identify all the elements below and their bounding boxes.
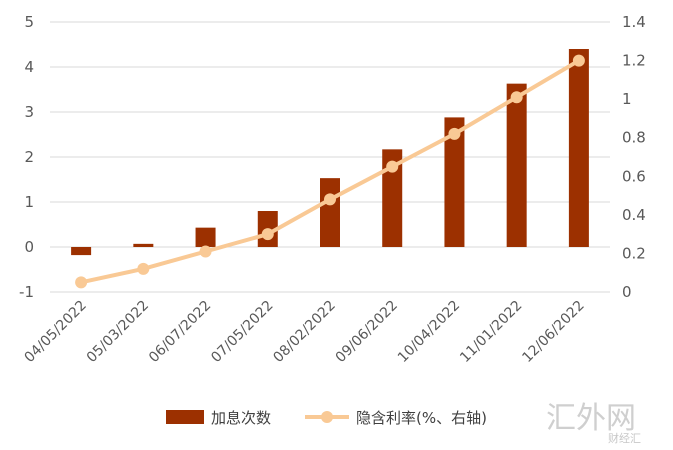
right-axis-tick-label: 0.8 xyxy=(622,129,646,147)
right-axis-tick-label: 0 xyxy=(622,283,632,301)
right-axis-tick-label: 1 xyxy=(622,90,632,108)
x-axis-tick-label: 10/04/2022 xyxy=(395,298,463,366)
line-point xyxy=(324,193,336,206)
legend-label-line: 隐含利率(%、右轴) xyxy=(356,409,487,427)
watermark-logo: 汇外网 xyxy=(546,401,636,436)
x-axis-tick-label: 09/06/2022 xyxy=(333,298,401,366)
line-point xyxy=(448,127,461,140)
right-axis-tick-label: 0.2 xyxy=(622,244,646,262)
right-axis-tick-label: 1.2 xyxy=(622,52,646,70)
line-point xyxy=(75,276,88,289)
left-axis-tick-label: 4 xyxy=(24,58,34,76)
legend-swatch-bar xyxy=(166,410,204,424)
x-axis-ticks: 04/05/202205/03/202206/07/202207/05/2022… xyxy=(22,298,588,366)
bar xyxy=(506,83,527,248)
line-point xyxy=(386,160,399,173)
x-axis-tick-label: 04/05/2022 xyxy=(22,298,90,366)
x-axis-tick-label: 07/05/2022 xyxy=(208,298,276,366)
watermark-sub: 财经汇 xyxy=(608,431,641,445)
x-axis-tick-label: 06/07/2022 xyxy=(146,298,214,366)
x-axis-tick-label: 12/06/2022 xyxy=(519,298,587,366)
bar xyxy=(133,243,154,247)
left-axis-tick-label: 5 xyxy=(24,13,34,31)
bar xyxy=(568,49,589,247)
line-point xyxy=(510,91,523,104)
bar xyxy=(195,227,216,247)
legend-label-bar: 加息次数 xyxy=(211,409,271,427)
line-point xyxy=(261,228,274,241)
right-axis-tick-label: 1.4 xyxy=(622,13,646,31)
x-axis-tick-label: 11/01/2022 xyxy=(457,298,525,366)
x-axis-tick-label: 08/02/2022 xyxy=(270,298,338,366)
right-axis-tick-label: 0.6 xyxy=(622,167,646,185)
left-axis-ticks: -1 0 1 2 3 4 5 xyxy=(19,13,34,301)
line-point xyxy=(572,54,585,67)
watermark: 汇外网 财经汇 xyxy=(546,401,641,445)
bar xyxy=(444,117,465,248)
left-axis-tick-label: 0 xyxy=(24,238,34,256)
left-axis-tick-label: -1 xyxy=(19,283,34,301)
left-axis-tick-label: 3 xyxy=(24,103,34,121)
left-axis-tick-label: 1 xyxy=(24,193,34,211)
bar xyxy=(71,247,92,256)
bar xyxy=(320,178,340,247)
line-point xyxy=(137,262,150,275)
legend: 加息次数 隐含利率(%、右轴) xyxy=(166,409,487,427)
x-axis-tick-label: 05/03/2022 xyxy=(84,298,152,366)
left-axis-tick-label: 2 xyxy=(24,148,34,166)
line-point xyxy=(199,245,212,258)
line-series xyxy=(75,54,585,289)
line-path xyxy=(80,58,580,285)
legend-swatch-marker xyxy=(321,411,333,423)
bar xyxy=(382,149,403,247)
bar-series xyxy=(71,49,589,256)
right-axis-ticks: 0 0.2 0.4 0.6 0.8 1 1.2 1.4 xyxy=(622,13,646,301)
right-axis-tick-label: 0.4 xyxy=(622,206,646,224)
